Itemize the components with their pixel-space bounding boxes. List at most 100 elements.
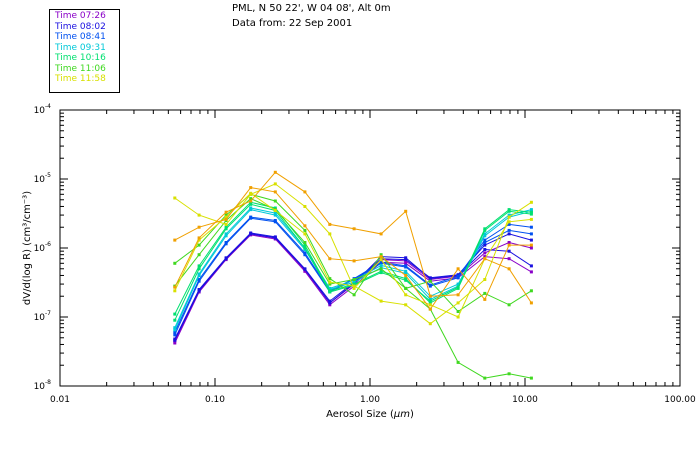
data-point [352,280,356,284]
data-point [328,232,332,236]
data-point [404,258,408,262]
data-point [379,253,383,257]
data-point [529,270,533,274]
data-point [224,210,228,214]
data-point [273,206,277,210]
x-tick-label: 0.01 [50,395,70,405]
plot-frame [59,109,681,387]
data-point [303,243,307,247]
data-point [173,289,177,293]
data-point [197,289,201,293]
data-point [273,209,277,212]
data-point [507,209,511,213]
data-point [483,376,487,380]
data-point [507,208,511,212]
data-point [483,257,487,261]
data-point [173,333,177,337]
data-point [379,261,383,265]
data-point [249,186,253,190]
data-point [404,271,408,275]
data-point [456,293,460,297]
y-axis-label: dV/d(log R) (cm³/cm⁻³) [22,191,33,305]
data-point [428,307,432,311]
series-line [174,217,532,336]
data-point [483,248,487,251]
y-tick-label: 10-8 [34,379,52,392]
x-tick-label: 100.00 [664,395,696,405]
data-point [197,274,201,277]
data-point [507,303,511,307]
data-point [507,220,511,224]
data-point [273,182,277,186]
data-point [529,232,533,236]
data-point [404,278,408,282]
data-point [483,291,487,295]
data-point [428,284,432,288]
x-tick-label: 1.00 [360,395,380,405]
data-point [328,280,332,284]
data-point [483,228,487,232]
data-point [404,293,408,297]
x-axis-label: Aerosol Size (μm) [326,409,414,420]
data-point [173,285,177,289]
data-point [507,228,511,232]
legend-entry: Time 11:06 [55,63,106,74]
data-point [273,199,277,203]
x-tick-label: 10.00 [512,395,538,405]
data-point [404,256,408,260]
data-point [379,271,383,275]
data-point [224,257,228,261]
data-point [529,238,533,242]
data-point [529,246,533,250]
data-point [507,241,511,244]
data-point [428,299,432,303]
chart-title: PML, N 50 22', W 04 08', Alt 0m [232,3,391,14]
data-point [529,289,533,293]
data-point [404,261,408,265]
data-point [379,232,383,236]
data-point [173,326,177,330]
series-group [173,182,533,319]
data-point [379,263,383,267]
data-point [507,267,511,271]
data-point [328,222,332,226]
data-point [249,191,253,195]
data-point [328,290,332,294]
data-point [456,360,460,364]
data-point [529,301,533,305]
data-point [273,190,277,194]
series-line [174,183,532,318]
data-point [303,269,307,273]
data-point [456,267,460,271]
data-point [224,242,228,246]
data-point [404,274,408,277]
data-point [303,232,307,236]
data-point [303,205,307,208]
data-point [483,241,487,244]
data-point [529,210,533,214]
data-point [224,225,228,229]
data-point [303,190,307,194]
data-point [273,220,277,224]
data-point [379,258,383,262]
data-point [197,243,201,247]
data-point [352,293,356,297]
data-point [483,238,487,242]
data-point [483,278,487,281]
data-point [173,341,177,345]
data-point [483,234,487,238]
y-tick-label: 10-4 [34,103,52,116]
data-point [404,303,408,307]
data-point [507,213,511,217]
data-point [404,269,408,273]
legend-entry: Time 08:41 [55,32,106,42]
data-point [224,213,228,217]
data-point [507,215,511,219]
data-point [249,208,253,212]
data-point [197,236,201,240]
data-point [428,294,432,298]
data-point [303,251,307,255]
data-point [303,253,307,257]
x-tick-label: 0.10 [205,395,225,405]
